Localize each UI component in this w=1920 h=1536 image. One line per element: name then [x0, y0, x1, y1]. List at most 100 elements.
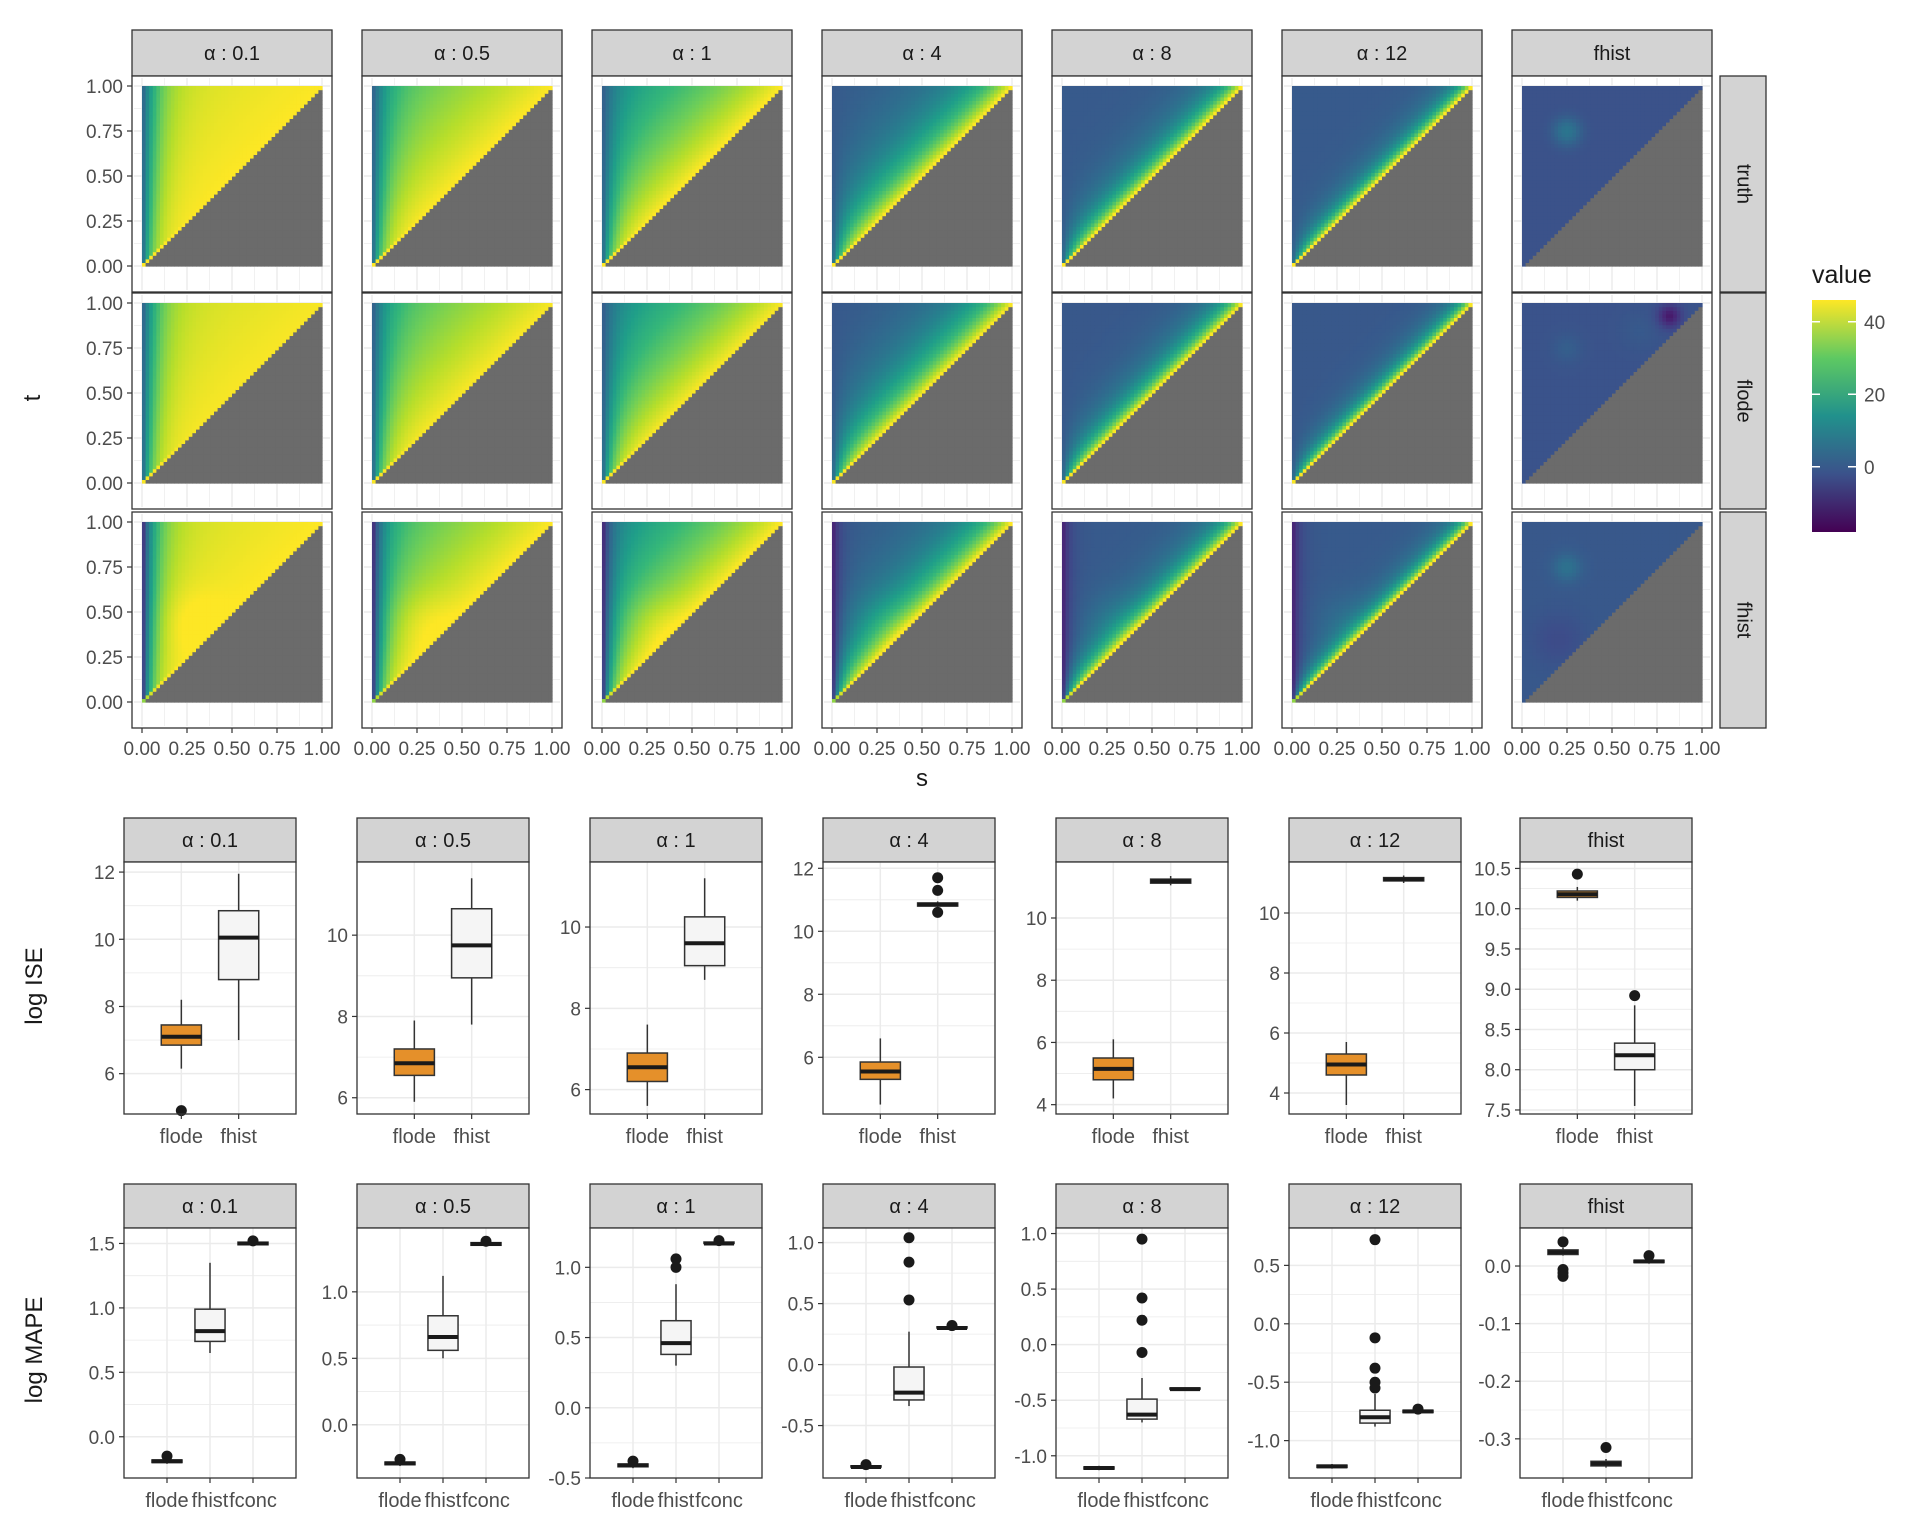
- heat-cell: [153, 244, 157, 248]
- heat-cell: [268, 97, 272, 101]
- heat-cell: [225, 144, 229, 148]
- heat-cell: [174, 183, 178, 187]
- heat-cell: [149, 176, 153, 180]
- heat-cell: [394, 176, 398, 180]
- heat-cell: [394, 208, 398, 212]
- heat-cell: [426, 201, 430, 205]
- heat-cell: [297, 241, 301, 245]
- heat-cell: [383, 241, 387, 245]
- heat-cell: [246, 90, 250, 94]
- heat-cell: [174, 180, 178, 184]
- heat-cell: [189, 93, 193, 97]
- heat-cell: [297, 234, 301, 238]
- heat-cell: [146, 136, 150, 140]
- heat-cell: [246, 100, 250, 104]
- heat-cell: [239, 162, 243, 166]
- heat-cell: [401, 133, 405, 137]
- heat-cell: [192, 180, 196, 184]
- heat-cell: [257, 226, 261, 230]
- heat-cell: [408, 158, 412, 162]
- heat-cell: [243, 187, 247, 191]
- heat-cell: [318, 93, 322, 97]
- heat-cell: [268, 140, 272, 144]
- heat-cell: [372, 97, 376, 101]
- heat-cell: [146, 190, 150, 194]
- heat-cell: [404, 255, 408, 259]
- heat-cell: [246, 169, 250, 173]
- heat-cell: [379, 144, 383, 148]
- heat-cell: [401, 147, 405, 151]
- heat-cell: [397, 86, 401, 90]
- heat-cell: [149, 97, 153, 101]
- heat-cell: [297, 205, 301, 209]
- heat-cell: [239, 194, 243, 198]
- heat-cell: [290, 237, 294, 241]
- heat-cell: [178, 86, 182, 90]
- heat-cell: [246, 126, 250, 130]
- heat-cell: [228, 252, 232, 256]
- heat-cell: [196, 194, 200, 198]
- heat-cell: [268, 208, 272, 212]
- heat-cell: [254, 230, 258, 234]
- heat-cell: [250, 147, 254, 151]
- heat-cell: [433, 216, 437, 220]
- heat-cell: [257, 237, 261, 241]
- heat-cell: [246, 108, 250, 112]
- heat-cell: [268, 198, 272, 202]
- heat-cell: [254, 237, 258, 241]
- heat-cell: [243, 126, 247, 130]
- heat-cell: [404, 262, 408, 266]
- heat-cell: [437, 226, 441, 230]
- heat-cell: [142, 241, 146, 245]
- heat-cell: [142, 201, 146, 205]
- heat-cell: [404, 104, 408, 108]
- heat-cell: [142, 169, 146, 173]
- heat-cell: [153, 136, 157, 140]
- heat-cell: [376, 118, 380, 122]
- heat-cell: [246, 111, 250, 115]
- heat-cell: [189, 259, 193, 263]
- heat-cell: [379, 165, 383, 169]
- heat-cell: [282, 230, 286, 234]
- heat-cell: [318, 226, 322, 230]
- heat-cell: [279, 183, 283, 187]
- heat-cell: [430, 126, 434, 130]
- heat-cell: [207, 226, 211, 230]
- heat-cell: [293, 162, 297, 166]
- heat-cell: [404, 133, 408, 137]
- heat-cell: [257, 234, 261, 238]
- heat-cell: [254, 118, 258, 122]
- heat-cell: [282, 234, 286, 238]
- heat-cell: [232, 234, 236, 238]
- heat-cell: [318, 172, 322, 176]
- heat-cell: [308, 154, 312, 158]
- heat-cell: [246, 223, 250, 227]
- heat-cell: [178, 158, 182, 162]
- heat-cell: [164, 129, 168, 133]
- heat-cell: [408, 194, 412, 198]
- heat-cell: [221, 252, 225, 256]
- heat-cell: [304, 262, 308, 266]
- heat-cell: [185, 212, 189, 216]
- heat-cell: [239, 111, 243, 115]
- heat-cell: [210, 169, 214, 173]
- heat-cell: [192, 219, 196, 223]
- heat-cell: [142, 133, 146, 137]
- heat-cell: [286, 208, 290, 212]
- heat-cell: [293, 252, 297, 256]
- heat-cell: [268, 241, 272, 245]
- heat-cell: [257, 259, 261, 263]
- heat-cell: [268, 136, 272, 140]
- heat-cell: [156, 97, 160, 101]
- heat-cell: [142, 147, 146, 151]
- heat-cell: [430, 129, 434, 133]
- heat-cell: [261, 133, 265, 137]
- heat-cell: [250, 180, 254, 184]
- heat-cell: [404, 169, 408, 173]
- heat-cell: [318, 252, 322, 256]
- heat-cell: [257, 129, 261, 133]
- heat-cell: [279, 129, 283, 133]
- heat-cell: [182, 176, 186, 180]
- heat-cell: [207, 126, 211, 130]
- heat-cell: [250, 165, 254, 169]
